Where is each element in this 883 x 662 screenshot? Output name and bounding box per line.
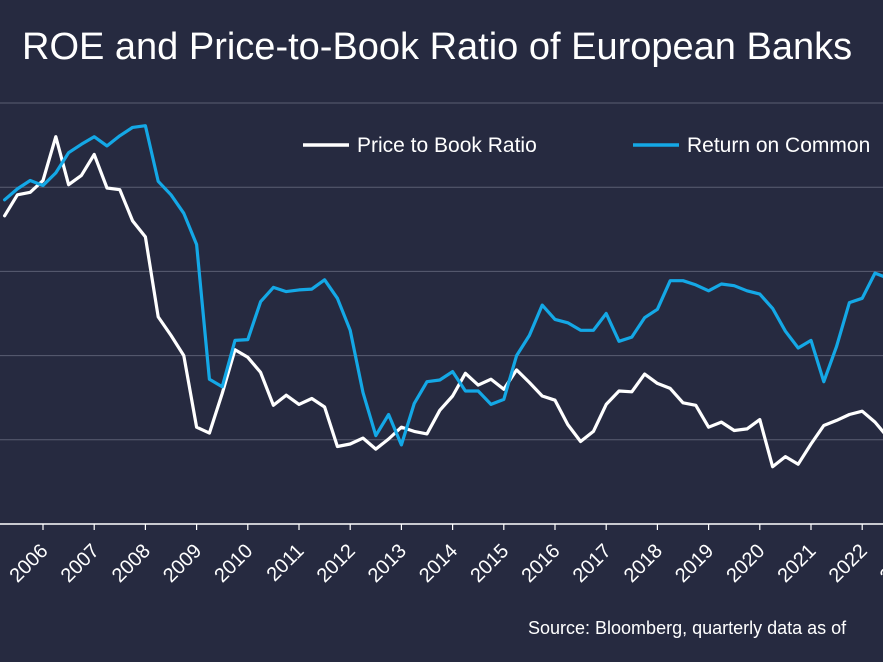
x-tick-label: 2015 [466, 540, 513, 587]
x-tick-label: 2017 [569, 540, 616, 587]
x-tick-label: 2012 [313, 540, 360, 587]
x-tick-label: 2018 [620, 540, 667, 587]
x-tick-label: 2014 [415, 540, 462, 587]
gridlines [0, 102, 883, 441]
x-tick-label: 2019 [671, 540, 718, 587]
x-tick-label: 2007 [57, 540, 104, 587]
x-tick-label: 2020 [722, 540, 769, 587]
x-tick-label: 2021 [774, 540, 821, 587]
x-tick-label: 2016 [518, 540, 565, 587]
x-tick-label: 2023 [876, 540, 883, 587]
chart-title: ROE and Price-to-Book Ratio of European … [22, 26, 853, 68]
x-tick-label: 2010 [210, 540, 257, 587]
x-tick-label: 2009 [159, 540, 206, 587]
x-axis: 2006 2007 2008 2009 2010 2011 2012 2013 2014 2015… [0, 523, 883, 587]
x-tick-label: 2011 [263, 540, 309, 586]
legend-label: Return on Common [687, 134, 870, 157]
source-note: Source: Bloomberg, quarterly data as of [528, 618, 847, 638]
series-layer [2, 124, 883, 469]
legend-label: Price to Book Ratio [357, 134, 537, 157]
legend: Price to Book Ratio Return on Common [303, 134, 870, 157]
x-tick-label: 2013 [364, 540, 411, 587]
series-line-price-to-book [2, 135, 883, 469]
x-tick-label: 2006 [6, 540, 53, 587]
series-line-return-on-common [2, 124, 883, 447]
x-tick-label: 2022 [825, 540, 872, 587]
x-tick-label: 2008 [108, 540, 155, 587]
